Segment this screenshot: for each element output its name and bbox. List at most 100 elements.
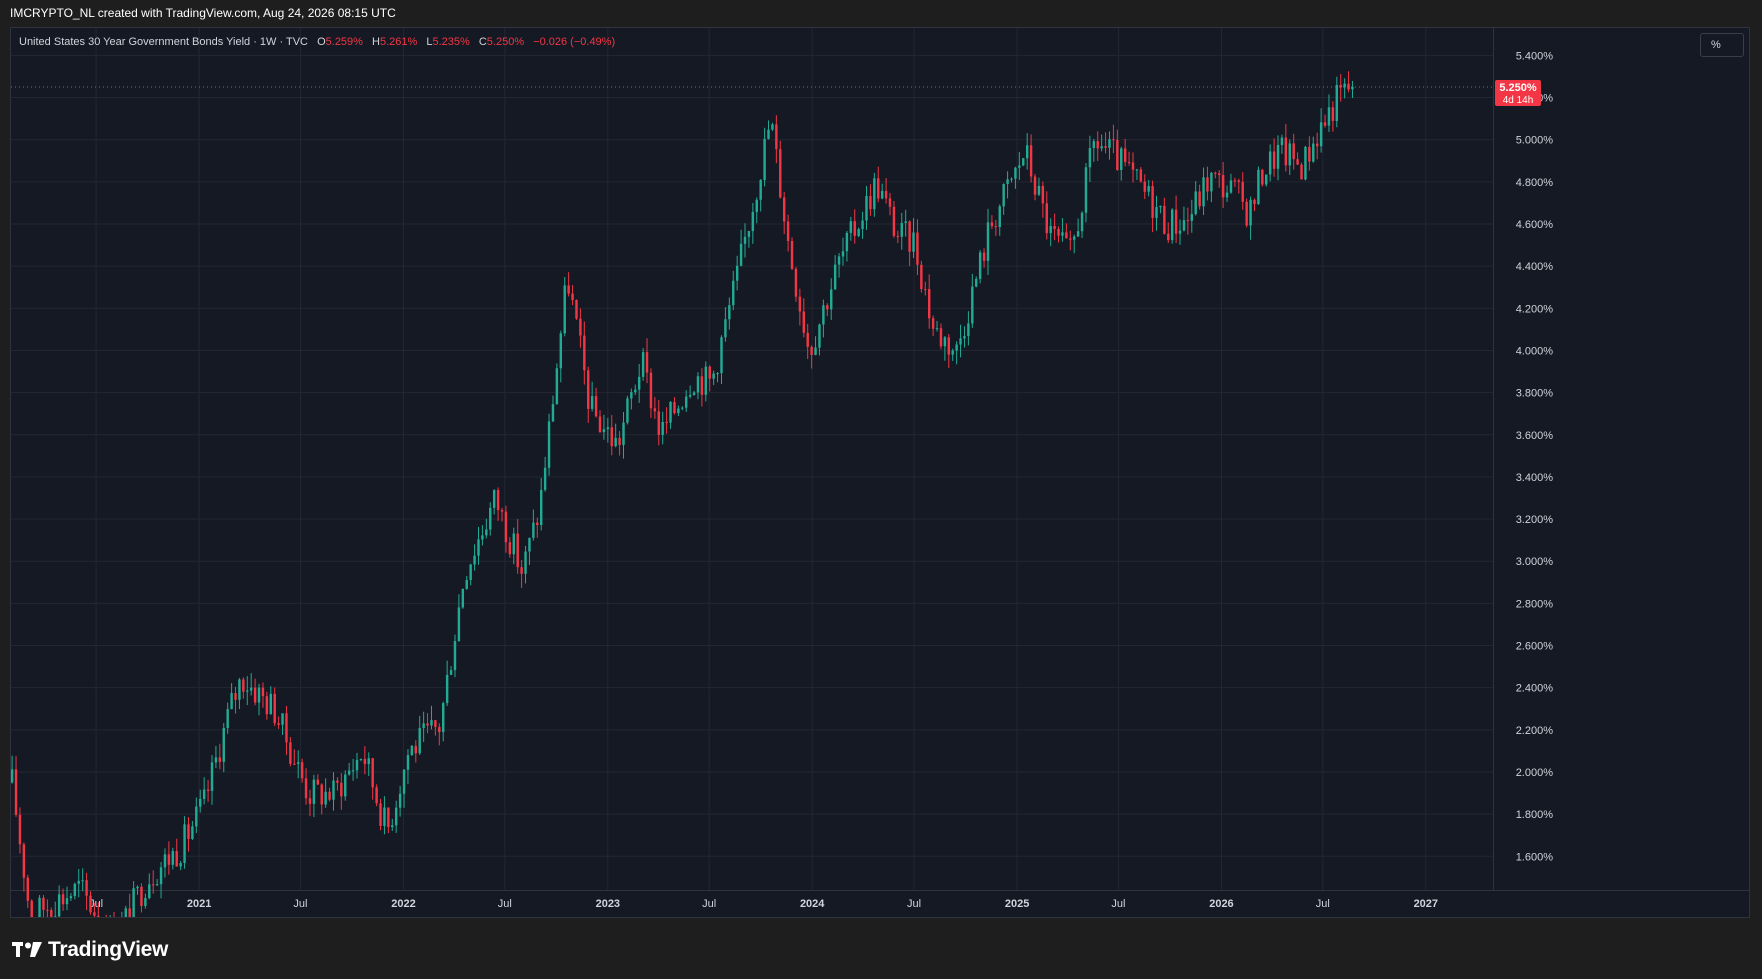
candle-up (1061, 232, 1064, 236)
candle-up (751, 212, 755, 231)
candle-up (959, 338, 962, 345)
candle-up (238, 679, 241, 700)
candle-up (281, 713, 284, 725)
candle-down (877, 178, 880, 199)
candle-up (696, 376, 700, 393)
time-tick-label: Jul (498, 898, 512, 910)
chart-panel[interactable]: 1.600% 1.800% 2.000% 2.200% 2.400% 2.600% 2.80… (10, 27, 1750, 918)
bar-countdown: 4d 14h (1503, 95, 1534, 106)
candle-down (594, 396, 598, 417)
candle-down (520, 567, 523, 574)
candle-up (912, 232, 915, 252)
candle-up (539, 489, 543, 526)
candle-down (598, 416, 602, 433)
candle-down (990, 222, 994, 227)
candle-up (1080, 212, 1084, 232)
candle-up (214, 757, 218, 763)
candle-up (692, 392, 696, 395)
candle-down (375, 787, 378, 804)
candle-up (712, 373, 715, 379)
candle-up (1280, 137, 1284, 145)
candle-up (1010, 178, 1013, 180)
candle-up (1049, 226, 1052, 234)
candle-up (469, 564, 472, 580)
candle-up (65, 898, 69, 905)
candle-down (1284, 137, 1288, 166)
candle-up (833, 264, 837, 290)
candle-up (136, 886, 139, 889)
time-tick-label: Jul (702, 898, 716, 910)
candle-up (904, 221, 907, 223)
candle-up (1194, 191, 1197, 215)
candle-up (677, 408, 680, 414)
candle-down (1069, 238, 1072, 240)
candle-down (1315, 143, 1319, 147)
candle-down (1045, 203, 1048, 234)
candle-down (888, 198, 892, 207)
candle-up (222, 727, 225, 762)
tradingview-logo[interactable]: TradingView (12, 938, 168, 962)
candle-down (304, 778, 308, 799)
candle-up (1014, 167, 1017, 179)
price-tick-label: 1.600% (1516, 851, 1554, 863)
candle-down (916, 232, 919, 265)
candle-up (1276, 144, 1280, 169)
candle-up (637, 376, 641, 390)
candle-down (438, 727, 441, 733)
candle-down (414, 745, 418, 754)
high-value: 5.261% (379, 36, 418, 48)
candle-down (536, 522, 539, 526)
time-tick-label: 2025 (1005, 898, 1029, 910)
candle-up (312, 779, 316, 804)
candle-down (128, 908, 131, 917)
candle-down (285, 713, 288, 743)
candle-up (324, 791, 327, 805)
time-tick-label: Jul (1316, 898, 1330, 910)
candle-up (767, 129, 770, 139)
candle-up (861, 220, 864, 230)
candle-up (81, 880, 84, 882)
candle-up (720, 337, 723, 374)
candle-up (543, 467, 547, 490)
percent-scale-button[interactable]: % (1700, 33, 1744, 57)
candle-down (869, 196, 872, 210)
time-tick-label: Jul (293, 898, 307, 910)
price-tick-label: 3.000% (1516, 556, 1554, 568)
candle-up (355, 759, 359, 771)
candle-up (1257, 169, 1260, 205)
candle-down (826, 305, 829, 310)
candlestick-chart[interactable]: 1.600% 1.800% 2.000% 2.200% 2.400% 2.600% 2.80… (11, 28, 1749, 917)
candle-up (755, 199, 758, 213)
candle-up (1229, 180, 1233, 193)
candle-up (481, 535, 484, 540)
candle-up (1288, 143, 1291, 166)
candle-down (426, 723, 429, 726)
candle-up (759, 180, 762, 200)
low-value: 5.235% (432, 36, 470, 48)
candle-up (418, 728, 421, 754)
candle-up (269, 693, 272, 715)
candle-down (289, 742, 292, 764)
symbol-title[interactable]: United States 30 Year Government Bonds Y… (19, 36, 309, 48)
close-label: C (478, 36, 487, 48)
candle-down (1272, 151, 1276, 169)
candle-up (1182, 220, 1186, 231)
candle-up (257, 687, 261, 703)
candle-down (884, 190, 888, 199)
candle-up (199, 798, 202, 807)
candle-up (681, 407, 684, 409)
candle-up (1343, 83, 1346, 88)
change-value: −0.026 (−0.49%) (533, 36, 616, 48)
candle-up (845, 232, 849, 252)
candle-up (524, 551, 527, 574)
candle-down (1139, 169, 1143, 182)
candle-down (1323, 122, 1327, 126)
candle-up (943, 337, 947, 347)
candle-down (328, 791, 331, 800)
candle-up (159, 867, 163, 885)
candle-up (661, 421, 664, 435)
price-tick-label: 2.600% (1516, 641, 1554, 653)
candle-down (610, 427, 613, 447)
candle-down (151, 884, 155, 886)
candle-down (308, 798, 312, 804)
